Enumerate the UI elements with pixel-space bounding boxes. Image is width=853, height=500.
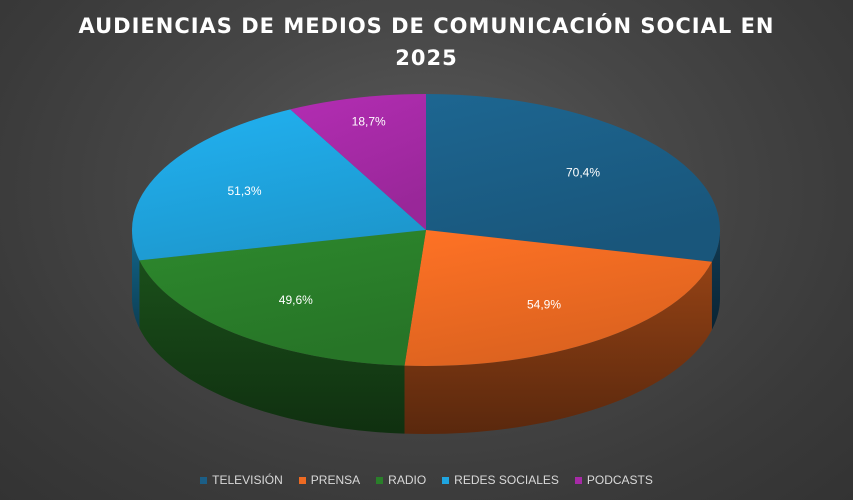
legend-swatch (200, 476, 208, 484)
legend-item-radio: RADIO (376, 472, 426, 488)
legend-label: TELEVISIÓN (212, 473, 283, 487)
legend-item-prensa: PRENSA (298, 472, 361, 488)
pie-slice-radio[interactable] (139, 230, 427, 366)
chart-title: AUDIENCIAS DE MEDIOS DE COMUNICACIÓN SOC… (78, 14, 775, 70)
legend-swatch (442, 476, 450, 484)
legend-label: RADIO (388, 473, 427, 487)
pie-side-television (711, 230, 720, 330)
pie-side-redes-sociales (132, 230, 140, 329)
legend-item-television: TELEVISIÓN (200, 472, 283, 488)
legend-item-redes-sociales: REDES SOCIALES (442, 472, 559, 488)
legend-item-podcasts: PODCASTS (574, 472, 653, 488)
pie-slice-prensa[interactable] (404, 230, 712, 367)
data-label-redes-sociales: 51,3% (227, 184, 261, 198)
legend-swatch (376, 476, 384, 484)
legend-label: PODCASTS (586, 473, 653, 487)
pie-slice-podcasts[interactable] (290, 94, 426, 230)
legend-swatch (298, 476, 306, 484)
pie-slice-television[interactable] (426, 94, 720, 262)
legend-label: PRENSA (310, 473, 361, 487)
legend: TELEVISIÓN PRENSA RADIO REDES SOCIALES PODCA… (0, 472, 853, 488)
pie-side-radio (139, 260, 405, 434)
legend-label: REDES SOCIALES (454, 473, 559, 487)
legend-swatch (574, 476, 582, 484)
data-label-television: 70,4% (566, 166, 600, 180)
data-label-radio: 49,6% (279, 293, 313, 307)
data-label-prensa: 54,9% (527, 298, 561, 312)
data-label-podcasts: 18,7% (352, 115, 386, 129)
pie-side-prensa (404, 261, 712, 434)
pie-slice-redes-sociales[interactable] (131, 109, 427, 261)
